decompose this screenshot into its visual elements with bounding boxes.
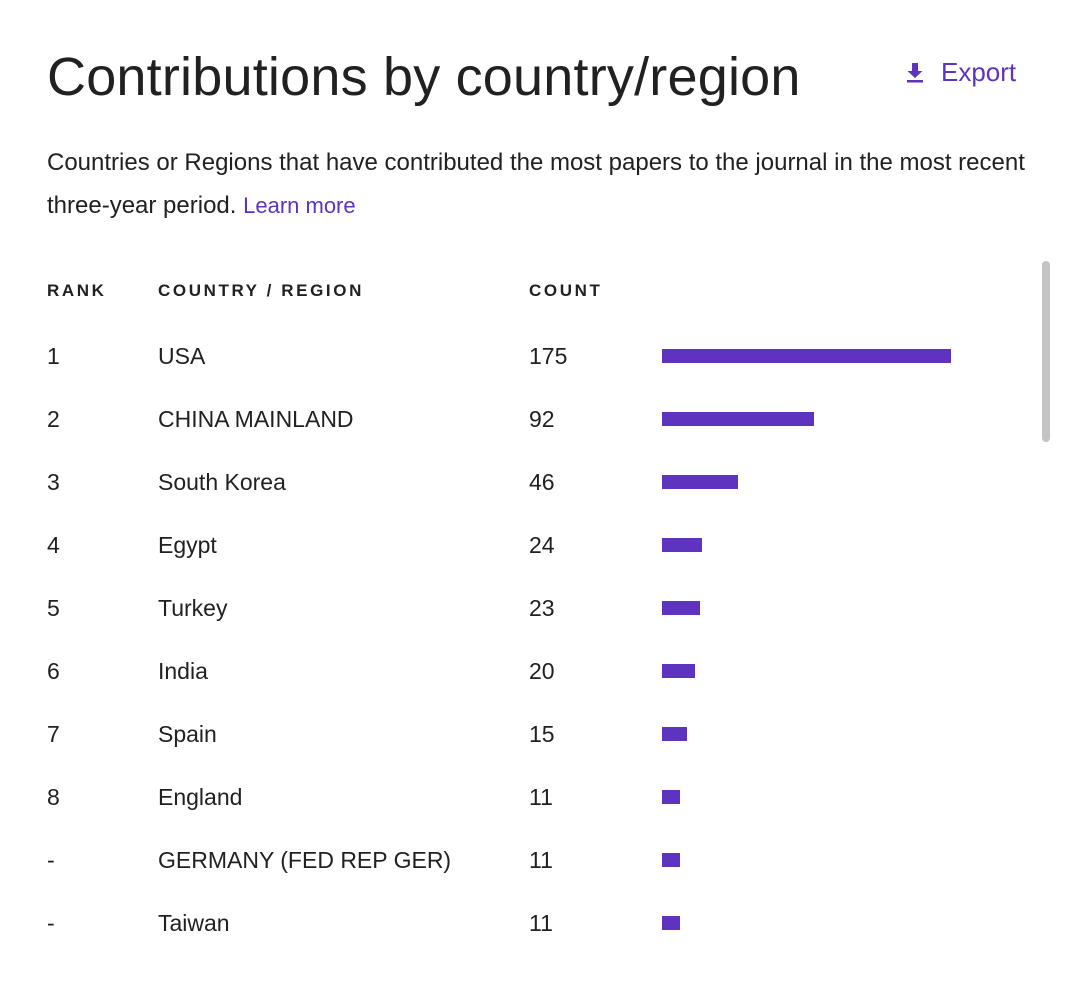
- country-cell: South Korea: [158, 469, 286, 495]
- count-cell: 11: [529, 847, 553, 873]
- table-row: 1 USA 175: [0, 336, 1040, 376]
- table-row: 7 Spain 15: [0, 714, 1040, 754]
- rank-cell: 5: [47, 595, 60, 621]
- count-cell: 11: [529, 784, 553, 810]
- rank-cell: 7: [47, 721, 60, 747]
- header-rank: RANK: [47, 281, 107, 300]
- count-cell: 11: [529, 910, 553, 936]
- count-cell: 175: [529, 343, 568, 369]
- count-cell: 15: [529, 721, 555, 747]
- export-button[interactable]: Export: [905, 52, 1016, 92]
- table-row: 6 India 20: [0, 651, 1040, 691]
- count-bar: [662, 601, 700, 615]
- table-row: 3 South Korea 46: [0, 462, 1040, 502]
- download-icon: [905, 61, 925, 83]
- table-row: 4 Egypt 24: [0, 525, 1040, 565]
- header-count: COUNT: [529, 281, 603, 300]
- country-cell: Spain: [158, 721, 217, 747]
- export-label: Export: [941, 56, 1017, 87]
- description-text: Countries or Regions that have contribut…: [47, 149, 1025, 219]
- table-row: 2 CHINA MAINLAND 92: [0, 399, 1040, 439]
- learn-more-link[interactable]: Learn more: [243, 193, 356, 218]
- page-title: Contributions by country/region: [47, 47, 801, 107]
- country-cell: GERMANY (FED REP GER): [158, 847, 452, 873]
- rank-cell: 1: [47, 343, 60, 369]
- rank-cell: -: [47, 847, 55, 873]
- count-bar: [662, 916, 680, 930]
- rank-cell: 3: [47, 469, 60, 495]
- country-cell: Turkey: [158, 595, 228, 621]
- country-cell: Egypt: [158, 532, 217, 558]
- count-bar: [662, 727, 687, 741]
- scrollbar-thumb[interactable]: [1042, 261, 1050, 442]
- count-bar: [662, 538, 702, 552]
- count-cell: 23: [529, 595, 555, 621]
- country-cell: USA: [158, 343, 206, 369]
- rank-cell: 4: [47, 532, 60, 558]
- table-row: - GERMANY (FED REP GER) 11: [0, 840, 1040, 880]
- country-cell: India: [158, 658, 208, 684]
- count-bar: [662, 664, 695, 678]
- count-bar: [662, 790, 680, 804]
- count-bar: [662, 349, 951, 363]
- count-bar: [662, 475, 738, 489]
- rank-cell: -: [47, 910, 55, 936]
- country-cell: Taiwan: [158, 910, 230, 936]
- rank-cell: 6: [47, 658, 60, 684]
- rank-cell: 8: [47, 784, 60, 810]
- rank-cell: 2: [47, 406, 60, 432]
- count-bar: [662, 853, 680, 867]
- country-cell: England: [158, 784, 243, 810]
- page-description: Countries or Regions that have contribut…: [47, 141, 1032, 227]
- table-row: 5 Turkey 23: [0, 588, 1040, 628]
- count-cell: 20: [529, 658, 555, 684]
- count-cell: 92: [529, 406, 555, 432]
- count-cell: 46: [529, 469, 555, 495]
- table-row: - Taiwan 11: [0, 903, 1040, 943]
- header-country: COUNTRY / REGION: [158, 281, 364, 300]
- table-row: 8 England 11: [0, 777, 1040, 817]
- country-cell: CHINA MAINLAND: [158, 406, 354, 432]
- count-bar: [662, 412, 814, 426]
- count-cell: 24: [529, 532, 555, 558]
